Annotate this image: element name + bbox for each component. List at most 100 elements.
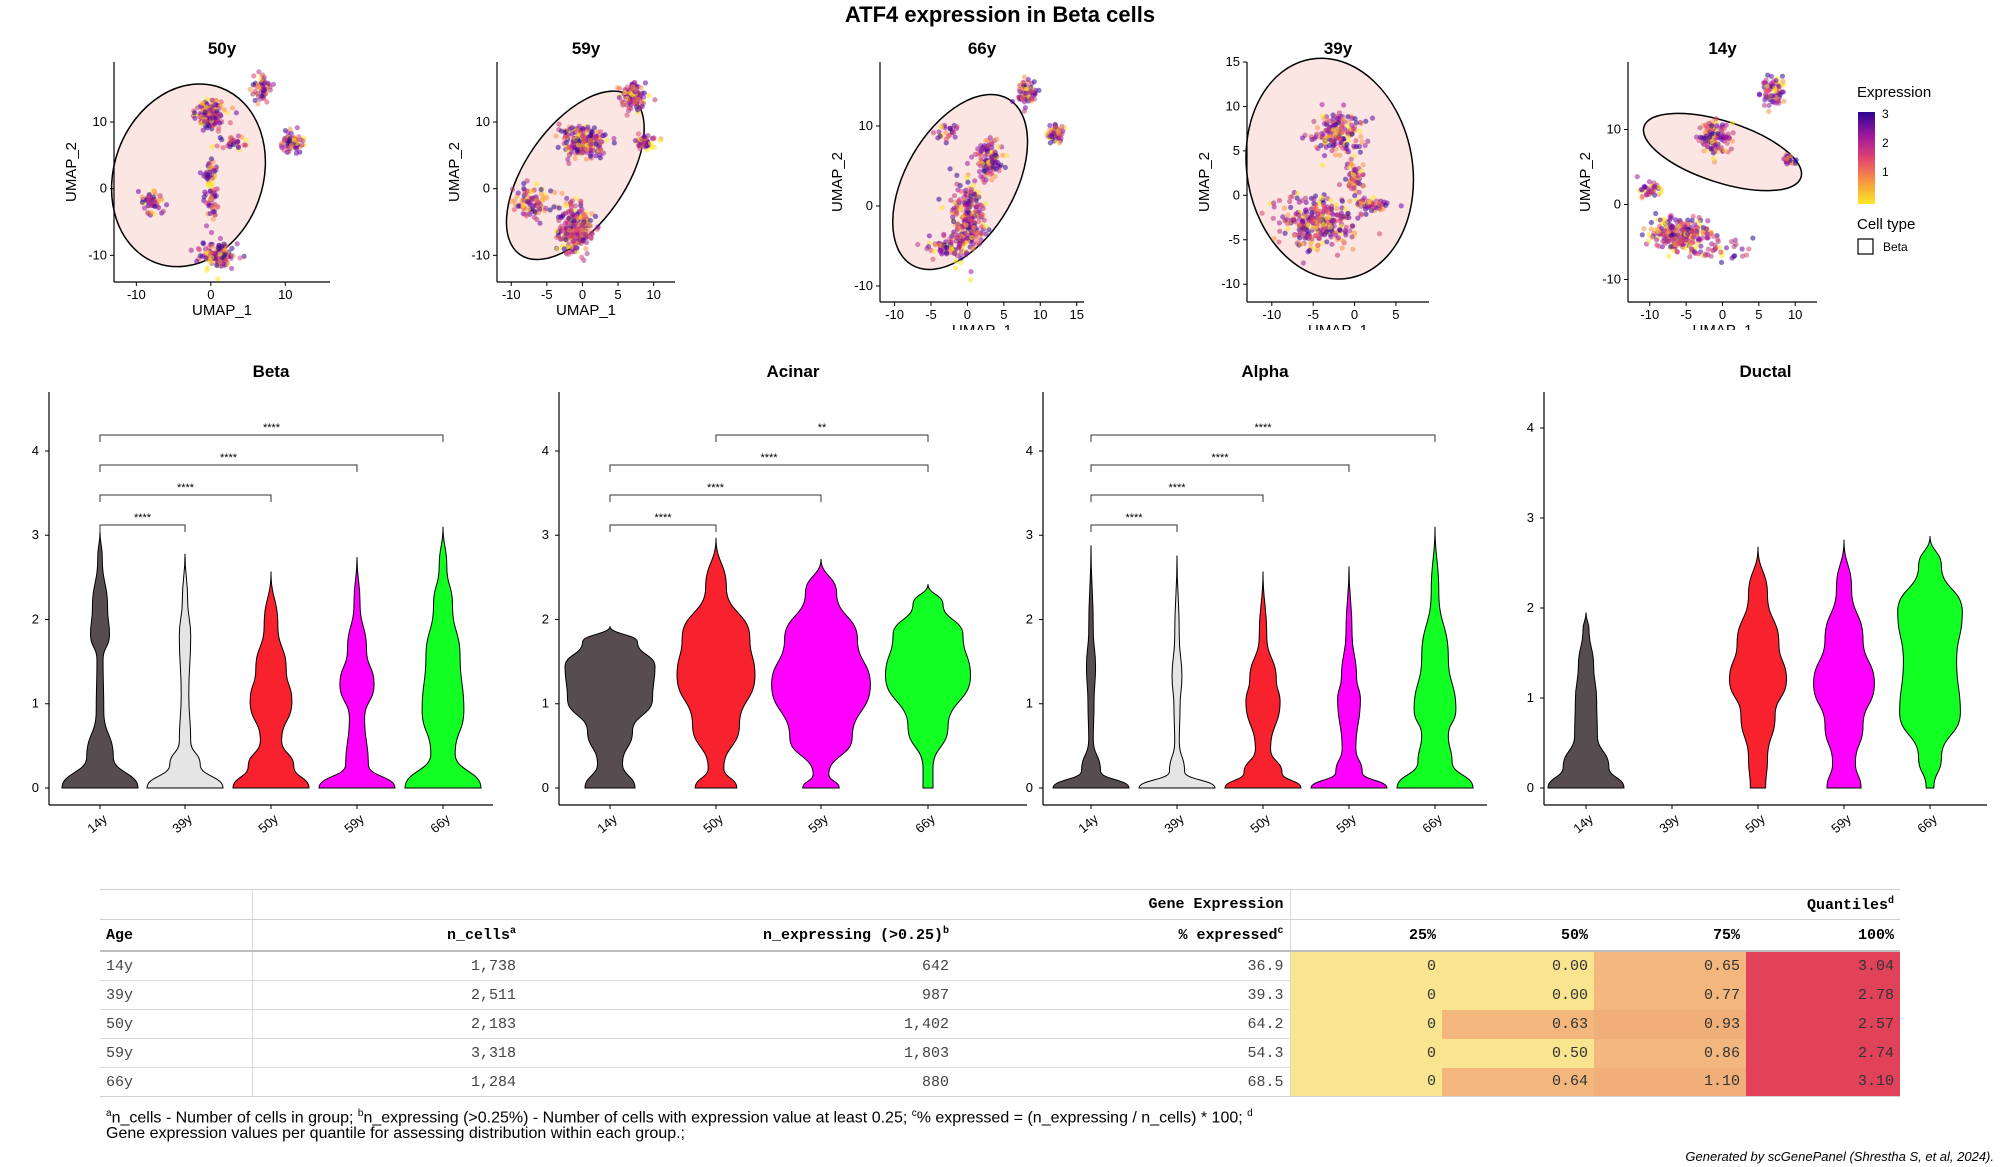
cell-q25: 0 bbox=[1289, 1067, 1442, 1097]
spanner-quantiles: Quantilesd bbox=[1289, 889, 1900, 920]
violin-xtick-66y: 66y bbox=[1914, 811, 1940, 835]
violin-acinar-66y bbox=[884, 584, 972, 789]
violin-xtick-14y: 14y bbox=[594, 811, 620, 835]
violin-xtick-14y: 14y bbox=[1570, 811, 1596, 835]
umap-ylabel: UMAP_2 bbox=[446, 142, 463, 202]
violin-xtick-39y: 39y bbox=[1161, 811, 1187, 835]
violin-ductal-14y bbox=[1547, 612, 1625, 789]
cell-q25: 0 bbox=[1289, 980, 1442, 1010]
significance-label: **** bbox=[220, 452, 238, 464]
cell-q50: 0.63 bbox=[1442, 1009, 1594, 1039]
umap-points bbox=[135, 69, 307, 282]
umap-xlabel: UMAP_1 bbox=[556, 302, 616, 319]
cell-q100: 2.57 bbox=[1746, 1009, 1900, 1039]
umap-xtick: 10 bbox=[1033, 307, 1047, 322]
cell-q75: 0.86 bbox=[1594, 1038, 1746, 1068]
significance-bracket: **** bbox=[1090, 452, 1350, 472]
umap-ytick: 10 bbox=[1226, 98, 1240, 113]
violin-ytick: 0 bbox=[1527, 780, 1534, 795]
umap-xtick: -5 bbox=[541, 287, 553, 302]
significance-bracket: **** bbox=[609, 512, 717, 532]
cell-q100: 3.10 bbox=[1746, 1067, 1900, 1097]
significance-bracket: **** bbox=[1090, 422, 1436, 442]
significance-bracket: **** bbox=[99, 482, 272, 502]
umap-xtick: 0 bbox=[579, 287, 586, 302]
umap-panel-59y: -10 -5 0 5 10 -10 0 10 59y UMAP_1 UMAP_2 bbox=[446, 39, 675, 319]
umap-xtick: 10 bbox=[646, 287, 660, 302]
significance-bracket: **** bbox=[609, 452, 929, 472]
umap-xtick: 0 bbox=[1351, 307, 1358, 322]
cell-q25: 0 bbox=[1289, 1038, 1442, 1068]
significance-label: **** bbox=[177, 482, 195, 494]
umap-points bbox=[509, 79, 664, 263]
significance-bracket: **** bbox=[99, 452, 358, 472]
umap-panel-title: 59y bbox=[572, 39, 601, 58]
significance-bracket: ** bbox=[715, 422, 929, 442]
violin-xtick-59y: 59y bbox=[805, 811, 831, 835]
cell-n_cells: 1,284 bbox=[252, 1067, 522, 1097]
violin-alpha-39y bbox=[1138, 555, 1216, 789]
cell-q75: 0.93 bbox=[1594, 1009, 1746, 1039]
umap-ytick: -10 bbox=[1221, 276, 1240, 291]
violin-xtick-66y: 66y bbox=[1419, 811, 1445, 835]
umap-ytick: 5 bbox=[1233, 143, 1240, 158]
cell-q25: 0 bbox=[1289, 1009, 1442, 1039]
violin-xtick-14y: 14y bbox=[84, 811, 110, 835]
umap-xtick: 15 bbox=[1069, 307, 1083, 322]
significance-bracket: **** bbox=[99, 512, 186, 532]
cell-age: 50y bbox=[100, 1009, 253, 1039]
table-row: 14y 1,738 642 36.9 0 0.00 0.65 3.04 bbox=[100, 950, 1900, 981]
umap-xtick: -10 bbox=[502, 287, 521, 302]
cell-q100: 3.04 bbox=[1746, 951, 1900, 981]
expression-table-wrap: Gene Expression Quantilesd Age n_cellsa … bbox=[100, 889, 1900, 1097]
cell-q50: 0.00 bbox=[1442, 951, 1594, 981]
umap-ytick: 0 bbox=[1233, 187, 1240, 202]
umap-panel-title: 66y bbox=[968, 39, 997, 58]
violin-beta-50y bbox=[232, 571, 310, 789]
col-n-expressing: n_expressing (>0.25)b bbox=[522, 919, 955, 952]
violin-panel-ductal: Ductal 0 1 2 3 4 14y 39y 50y 59y 66y bbox=[1527, 362, 1987, 835]
violin-panel-title: Alpha bbox=[1241, 362, 1289, 381]
umap-xtick: -10 bbox=[127, 287, 146, 302]
umap-ytick: -10 bbox=[471, 247, 490, 262]
violin-panel-beta: Beta 0 1 2 3 4 14y 39y 50y 59y 66y **** **** **** **** bbox=[32, 362, 493, 835]
violin-xtick-66y: 66y bbox=[427, 811, 453, 835]
umap-panel-title: 14y bbox=[1708, 39, 1737, 58]
significance-label: **** bbox=[134, 512, 152, 524]
cell-n_expressing: 987 bbox=[522, 980, 955, 1010]
cell-age: 14y bbox=[100, 950, 253, 981]
umap-ytick: -5 bbox=[1228, 232, 1240, 247]
col-q100: 100% bbox=[1746, 919, 1900, 952]
col-n-cells: n_cellsa bbox=[252, 919, 522, 952]
cell-n_cells: 1,738 bbox=[252, 950, 522, 981]
umap-panel-50y: -10 0 10 -10 0 10 50y UMAP_1 UMAP_2 bbox=[63, 39, 330, 319]
violin-beta-14y bbox=[61, 531, 139, 789]
main-title: ATF4 expression in Beta cells bbox=[844, 2, 1156, 27]
violin-ytick: 2 bbox=[32, 611, 39, 626]
violin-ytick: 2 bbox=[1527, 600, 1534, 615]
cell-n_cells: 3,318 bbox=[252, 1038, 522, 1068]
violin-xtick-66y: 66y bbox=[912, 811, 938, 835]
violin-ytick: 3 bbox=[542, 527, 549, 542]
violin-xtick-39y: 39y bbox=[1656, 811, 1682, 835]
violin-alpha-50y bbox=[1224, 571, 1302, 789]
umap-xtick: 5 bbox=[1000, 307, 1007, 322]
significance-label: **** bbox=[760, 452, 778, 464]
violin-xtick-50y: 50y bbox=[255, 811, 281, 835]
violin-panel-alpha: Alpha 0 1 2 3 4 14y 39y 50y 59y 66y **** **** **** ***… bbox=[1026, 362, 1487, 835]
column-header-row: Age n_cellsa n_expressing (>0.25)b % exp… bbox=[100, 919, 1900, 952]
cell-age: 59y bbox=[100, 1038, 253, 1068]
umap-xlabel: UMAP_1 bbox=[952, 322, 1012, 330]
significance-label: **** bbox=[1211, 452, 1229, 464]
legend-tick-3: 3 bbox=[1882, 107, 1889, 121]
umap-panel-14y: -10 -5 0 5 10 -10 0 10 14y UMAP_1 UMAP_2 bbox=[1577, 39, 1817, 330]
violin-ytick: 0 bbox=[32, 780, 39, 795]
col-pct-expressed: % expressedc bbox=[955, 919, 1290, 952]
umap-points bbox=[1259, 101, 1404, 266]
violin-ytick: 4 bbox=[542, 443, 549, 458]
significance-label: **** bbox=[1168, 482, 1186, 494]
violin-ytick: 0 bbox=[542, 780, 549, 795]
cell-n_cells: 2,183 bbox=[252, 1009, 522, 1039]
